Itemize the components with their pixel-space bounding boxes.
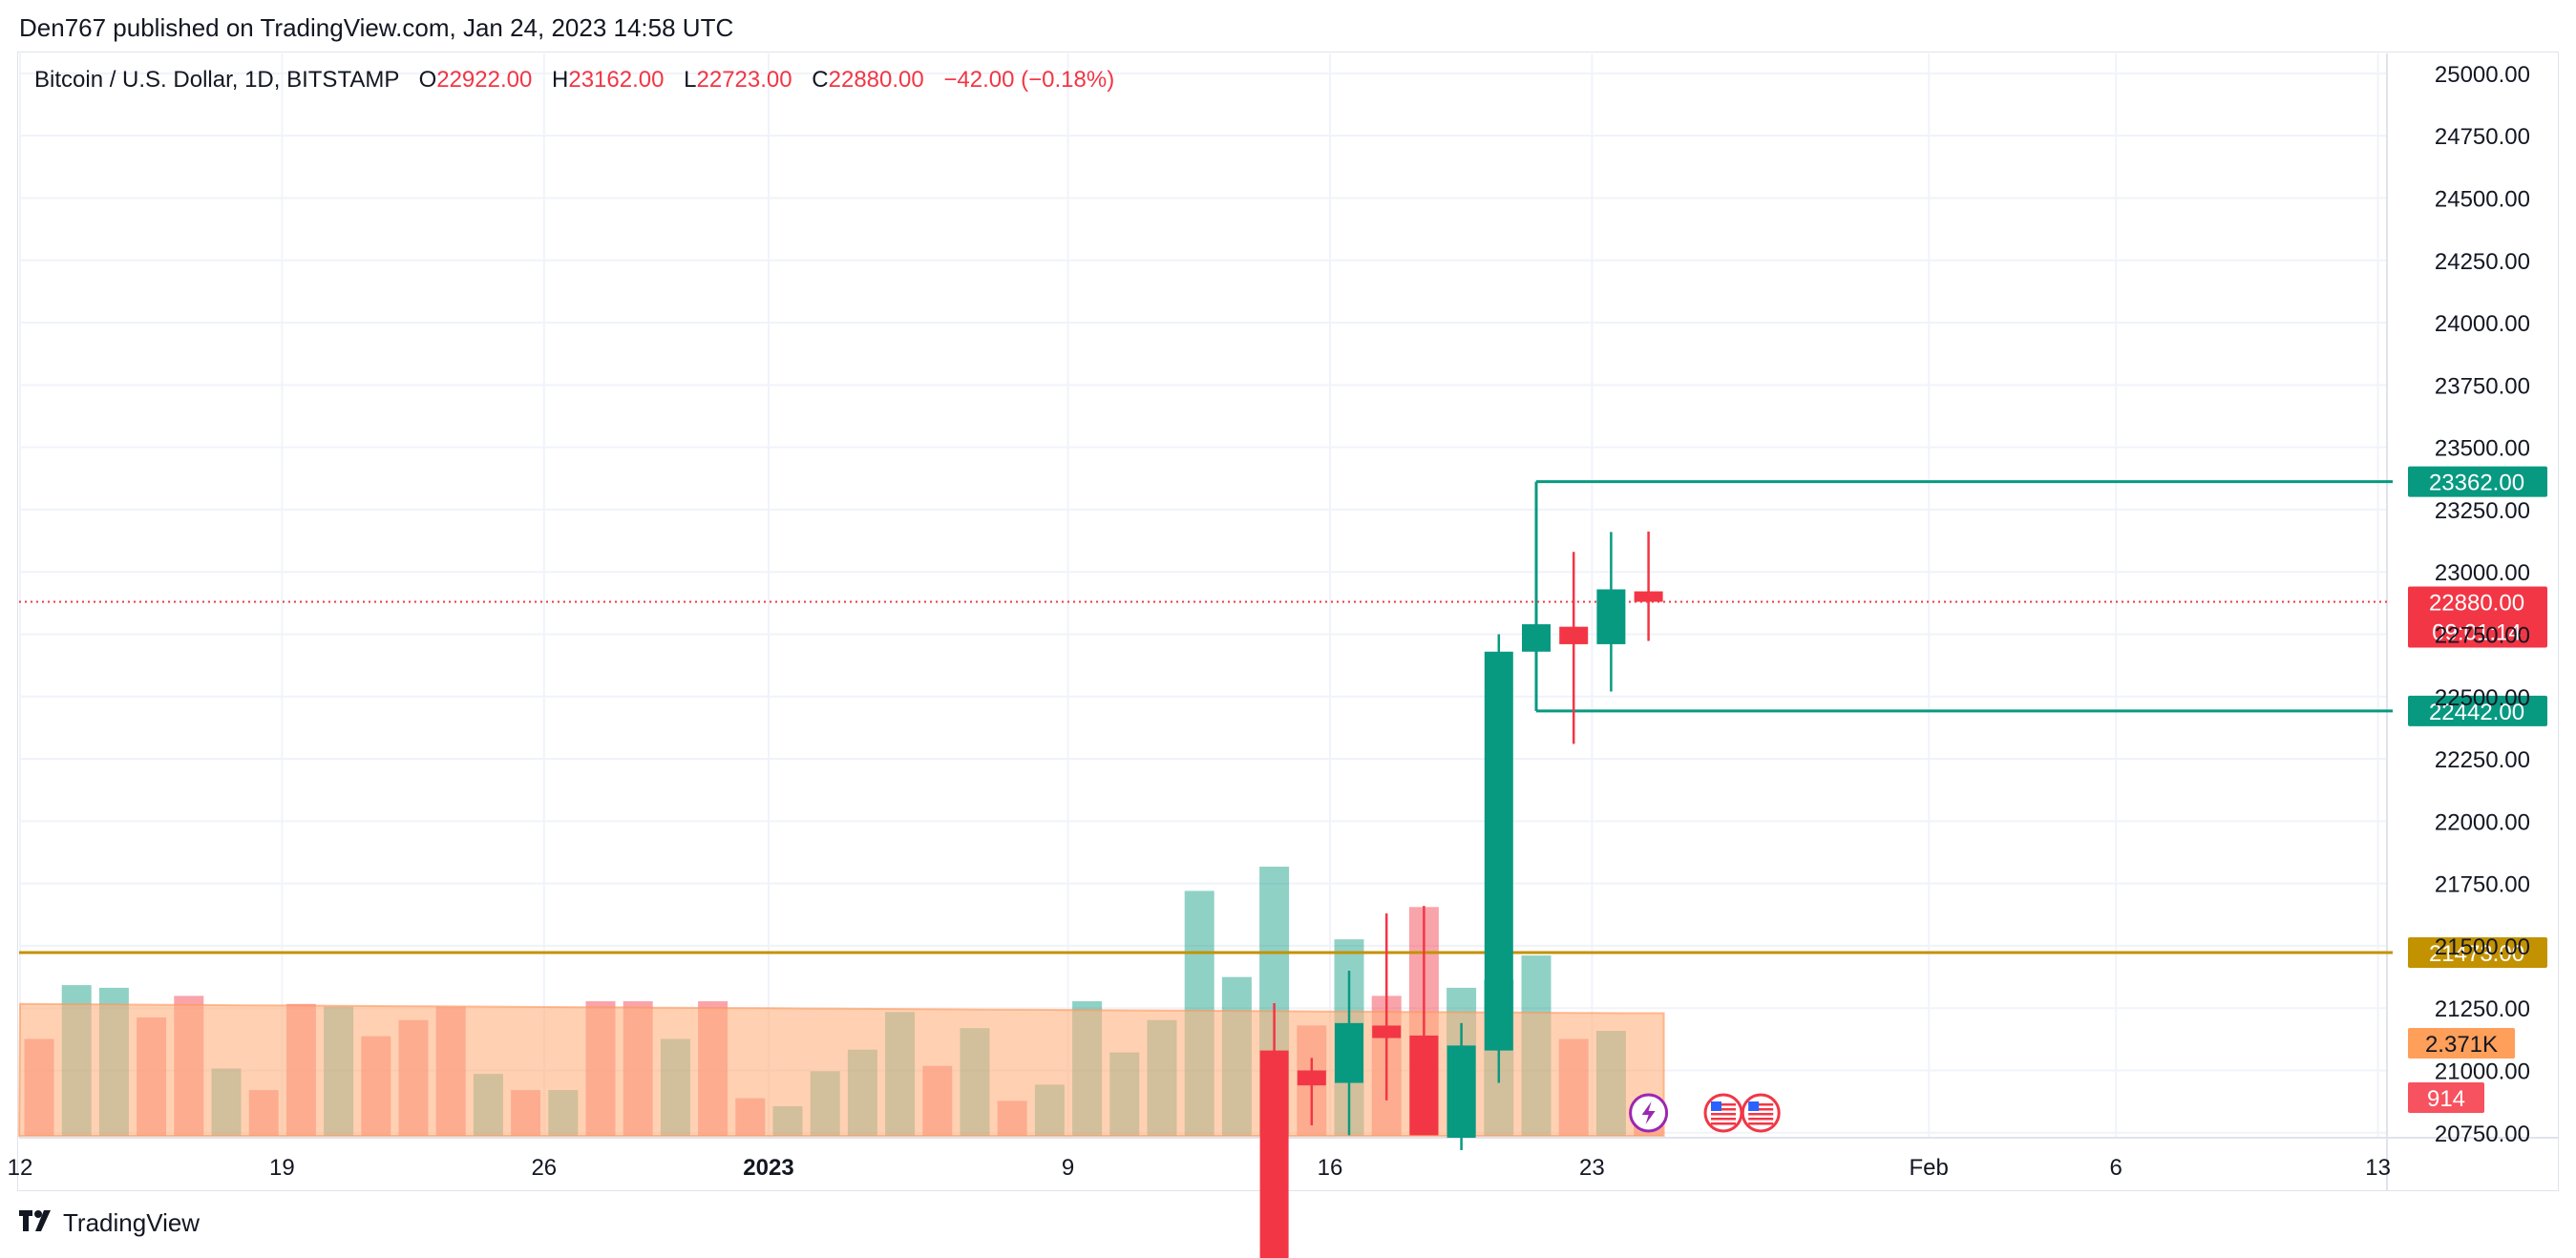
- close-value: 22880.00: [828, 67, 924, 93]
- y-tick-label: 23250.00: [2435, 498, 2530, 524]
- volume-ma-area: [17, 1002, 1665, 1137]
- x-tick-label: 19: [269, 1155, 295, 1181]
- x-tick-label: 12: [8, 1155, 33, 1181]
- x-tick-label: 23: [1579, 1155, 1605, 1181]
- y-tick-label: 24750.00: [2435, 124, 2530, 150]
- flag-stripe: [1711, 1118, 1736, 1121]
- candle-body: [1297, 1070, 1326, 1086]
- flag-stripe: [1711, 1122, 1736, 1125]
- tradingview-logo-icon: [19, 1209, 55, 1237]
- candle-body: [1484, 651, 1513, 1051]
- candle: [1522, 614, 1551, 677]
- candle: [1297, 1058, 1326, 1125]
- last-price-tag: [2408, 586, 2547, 648]
- volume-ma-tag: [2408, 1028, 2515, 1059]
- y-tick-label: 20750.00: [2435, 1122, 2530, 1147]
- tradingview-footer[interactable]: TradingView: [19, 1208, 200, 1238]
- symbol-title[interactable]: Bitcoin / U.S. Dollar, 1D, BITSTAMP: [34, 67, 399, 93]
- y-tick-label: 23500.00: [2435, 436, 2530, 462]
- x-tick-label: 26: [531, 1155, 557, 1181]
- published-by-line: Den767 published on TradingView.com, Jan…: [19, 13, 734, 42]
- candle-body: [1634, 591, 1663, 602]
- level-price-label: 21473.00: [2429, 941, 2524, 967]
- candle: [1335, 971, 1363, 1136]
- candle-body: [1522, 624, 1551, 652]
- x-tick-label: 13: [2365, 1155, 2391, 1181]
- candle: [1596, 532, 1626, 692]
- candle-body: [1372, 1025, 1402, 1038]
- y-tick-label: 24000.00: [2435, 311, 2530, 337]
- y-tick-label: 22250.00: [2435, 747, 2530, 773]
- change-value: −42.00 (−0.18%): [943, 67, 1115, 93]
- x-tick-label: Feb: [1910, 1155, 1949, 1181]
- level-price-tag: [2408, 466, 2547, 497]
- flag-stripe: [1748, 1118, 1774, 1121]
- candle-body: [1559, 626, 1589, 644]
- high-label: H: [552, 67, 569, 93]
- candle: [1372, 912, 1402, 1101]
- flag-stripe: [1711, 1113, 1736, 1116]
- candle: [1559, 552, 1589, 744]
- low-label: L: [684, 67, 697, 93]
- last-price-label: 22880.00: [2429, 591, 2524, 617]
- y-tick-label: 21000.00: [2435, 1059, 2530, 1084]
- y-tick-label: 21750.00: [2435, 872, 2530, 898]
- candle: [1259, 1002, 1289, 1258]
- candle: [1634, 531, 1663, 641]
- candles: [1259, 531, 1663, 1258]
- ohlc-legend: Bitcoin / U.S. Dollar, 1D, BITSTAMP O229…: [34, 67, 1114, 94]
- y-tick-label: 21500.00: [2435, 934, 2530, 960]
- candle-body: [1446, 1045, 1476, 1138]
- low-value: 22723.00: [696, 67, 792, 93]
- y-tick-label: 25000.00: [2435, 62, 2530, 88]
- countdown-label: 09:01:14: [2432, 620, 2521, 646]
- candle-body: [1409, 1035, 1439, 1136]
- lightning-glyph: [1641, 1101, 1656, 1124]
- volume-last-label: 914: [2427, 1086, 2465, 1112]
- y-tick-label: 24500.00: [2435, 186, 2530, 212]
- candle: [1484, 634, 1513, 1083]
- flag-stripe: [1711, 1108, 1736, 1111]
- candle: [1409, 906, 1439, 1136]
- price-axis: 25000.00 24750.00 24500.00 24250.00 24000.00…: [2435, 62, 2530, 1147]
- x-tick-label: 2023: [743, 1155, 793, 1181]
- tradingview-brand: TradingView: [63, 1208, 201, 1237]
- y-tick-label: 23000.00: [2435, 560, 2530, 586]
- x-tick-label: 9: [1062, 1155, 1074, 1181]
- volume-last-tag: [2408, 1082, 2484, 1113]
- y-tick-label: 24250.00: [2435, 249, 2530, 275]
- candle-body: [1335, 1022, 1363, 1083]
- level-price-tag: [2408, 936, 2547, 968]
- y-tick-label: 22500.00: [2435, 685, 2530, 711]
- flag-canton: [1748, 1101, 1760, 1111]
- y-tick-label: 21250.00: [2435, 996, 2530, 1022]
- flag-stripe: [1748, 1108, 1774, 1111]
- level-price-label: 22442.00: [2429, 700, 2524, 725]
- high-value: 23162.00: [568, 67, 665, 93]
- time-axis: 12 19 26 2023 9 16 23 Feb 6 13: [8, 1155, 2391, 1181]
- candle-body: [1259, 1050, 1289, 1258]
- level-price-label: 23362.00: [2429, 471, 2524, 496]
- candle-body: [1596, 589, 1626, 644]
- y-tick-label: 22750.00: [2435, 622, 2530, 648]
- open-label: O: [418, 67, 437, 93]
- x-tick-label: 16: [1318, 1155, 1343, 1181]
- x-tick-label: 6: [2110, 1155, 2122, 1181]
- volume-ma-label: 2.371K: [2425, 1032, 2498, 1058]
- flag-stripe: [1748, 1113, 1774, 1116]
- open-value: 22922.00: [436, 67, 533, 93]
- flag-canton: [1711, 1101, 1721, 1111]
- candle: [1446, 1022, 1476, 1151]
- horizontal-levels: 23362.00 22442.00 21473.00 22880.00 09:01:14…: [19, 466, 2547, 1113]
- level-price-tag: [2408, 695, 2547, 726]
- flag-stripe: [1748, 1103, 1774, 1106]
- flag-stripe: [1711, 1103, 1736, 1106]
- close-label: C: [812, 67, 829, 93]
- flag-stripe: [1748, 1122, 1774, 1125]
- event-markers: [1629, 1093, 1781, 1133]
- y-tick-label: 23750.00: [2435, 373, 2530, 399]
- y-tick-label: 22000.00: [2435, 809, 2530, 835]
